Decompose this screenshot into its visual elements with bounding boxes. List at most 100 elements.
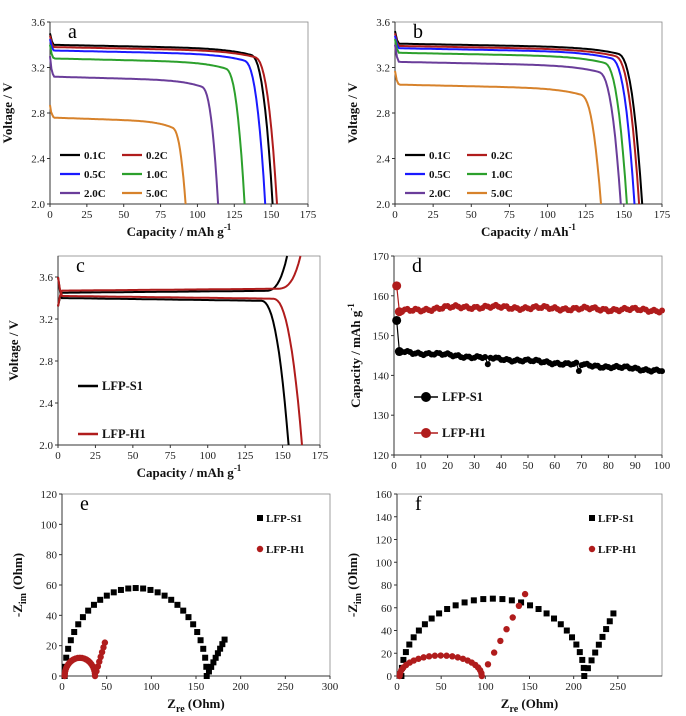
legend-label: 0.5C	[84, 169, 106, 181]
x-tick-label: 20	[442, 460, 454, 472]
y-axis-title: Voltage / V	[0, 82, 15, 143]
x-tick-label: 0	[47, 209, 53, 221]
data-point-LFP-S1	[603, 626, 610, 633]
y-tick-label: 60	[381, 603, 393, 615]
x-tick-label: 60	[549, 460, 561, 472]
data-point-LFP-H1	[431, 652, 439, 659]
x-axis-title-main: Z	[167, 696, 176, 711]
y-tick-label: 2.0	[39, 440, 53, 452]
legend-label: LFP-S1	[598, 513, 634, 525]
discharge-curve-LFP-S1	[57, 276, 290, 446]
x-tick-label: 30	[469, 460, 481, 472]
y-axis-title: Voltage / V	[345, 82, 360, 143]
data-point-LFP-H1	[509, 614, 516, 621]
y-axis-title-main: -Z	[10, 604, 25, 617]
y-tick-label: 3.2	[39, 314, 53, 326]
data-point-LFP-S1	[573, 359, 580, 366]
data-point-LFP-S1	[65, 645, 72, 652]
x-tick-label: 0	[391, 460, 397, 472]
x-axis-title: Zre (Ohm)	[501, 696, 558, 715]
x-tick-label: 125	[577, 209, 594, 221]
legend-marker	[257, 515, 263, 521]
series-line-1-0C	[394, 38, 628, 205]
series-line-5-0C	[394, 70, 602, 205]
data-point-LFP-S1	[205, 668, 212, 675]
x-tick-label: 150	[263, 209, 280, 221]
x-tick-label: 125	[226, 209, 243, 221]
y-axis-title: -Zim (Ohm)	[10, 553, 29, 617]
series-line-0-5C	[49, 38, 267, 205]
data-point-LFP-H1	[521, 590, 529, 598]
y-tick-label: 100	[41, 519, 58, 531]
x-tick-label: 40	[496, 460, 508, 472]
y-tick-label: 0	[52, 671, 58, 683]
data-point-LFP-S1	[508, 597, 515, 604]
y-tick-label: 60	[46, 580, 58, 592]
x-tick-label: 100	[143, 681, 160, 693]
x-tick-label: 75	[165, 450, 177, 462]
x-tick-label: 25	[428, 209, 440, 221]
x-tick-label: 150	[188, 681, 205, 693]
legend-label: LFP-S1	[102, 379, 143, 393]
data-point-LFP-S1	[217, 645, 224, 652]
data-point-LFP-S1	[415, 627, 422, 634]
data-point-LFP-S1	[125, 585, 132, 592]
panel-letter: a	[68, 21, 77, 43]
y-tick-label: 20	[46, 641, 58, 653]
data-point-LFP-H1	[425, 653, 433, 660]
series-line-0-2C	[49, 35, 278, 205]
x-axis-title-main: Z	[501, 696, 510, 711]
y-tick-label: 3.6	[39, 272, 53, 284]
legend-marker	[421, 392, 431, 402]
data-point-LFP-S1	[484, 361, 491, 368]
legend-label: 0.1C	[84, 150, 106, 162]
legend-label: 2.0C	[84, 188, 106, 200]
x-tick-label: 0	[59, 681, 65, 693]
series-line-5-0C	[49, 104, 187, 205]
data-point-LFP-S1	[575, 368, 582, 375]
x-axis-title-unit: (Ohm)	[185, 696, 225, 711]
x-tick-label: 0	[55, 450, 61, 462]
y-tick-label: 120	[373, 450, 390, 462]
legend-label: 1.0C	[491, 169, 513, 181]
data-point-LFP-S1	[588, 657, 595, 664]
y-tick-label: 2.0	[31, 199, 45, 211]
data-point-LFP-S1	[584, 665, 591, 672]
series-line-0-2C	[394, 33, 641, 205]
y-tick-label: 3.2	[31, 63, 45, 75]
y-axis-title: Capacity / mAh g-1	[346, 303, 363, 408]
data-point-LFP-S1	[410, 634, 417, 641]
y-tick-label: 160	[373, 291, 390, 303]
x-tick-label: 10	[415, 460, 427, 472]
x-axis-title-sub: re	[509, 704, 518, 715]
x-tick-label: 50	[127, 450, 139, 462]
data-point-LFP-S1	[197, 637, 204, 644]
data-point-LFP-S1	[576, 649, 583, 656]
discharge-curve-LFP-H1	[57, 276, 303, 446]
data-point-LFP-S1	[557, 621, 564, 628]
y-axis-title-main: Voltage / V	[0, 82, 15, 143]
data-point-LFP-S1	[202, 654, 209, 661]
data-point-LFP-S1	[573, 641, 580, 648]
data-point-LFP-S1	[599, 633, 606, 640]
panel-b: 0 25 50 75 100 125 150 175 2.0 2.4 2.8 3.2 3.6 b Capac…	[345, 17, 671, 239]
data-point-LFP-S1	[610, 610, 617, 617]
legend-marker	[256, 545, 264, 553]
data-point-LFP-S1	[90, 601, 97, 608]
data-point-LFP-S1	[200, 645, 207, 652]
x-axis-title: Capacity / mAh-1	[481, 222, 576, 239]
panel-d: 0 10 20 30 40 50 60 70 80 90 100 120 130 140 150 160 170…	[346, 251, 671, 472]
x-tick-label: 90	[630, 460, 642, 472]
series-line-0-1C	[394, 30, 644, 205]
data-point-LFP-S1	[203, 663, 210, 670]
y-tick-label: 100	[376, 557, 393, 569]
panel-e: 0 50 100 150 200 250 300 0 20 40 60 80 100 120 e Zre (O…	[10, 489, 339, 715]
x-axis-title-sub: re	[176, 704, 185, 715]
y-tick-label: 3.6	[376, 17, 390, 29]
panel-a: 0 25 50 75 100 125 150 175 2.0 2.4 2.8 3.2 3.6 a Capac…	[0, 17, 317, 239]
data-point-LFP-H1	[497, 637, 504, 645]
y-tick-label: 140	[376, 512, 393, 524]
y-tick-label: 2.4	[31, 154, 45, 166]
x-tick-label: 150	[616, 209, 633, 221]
